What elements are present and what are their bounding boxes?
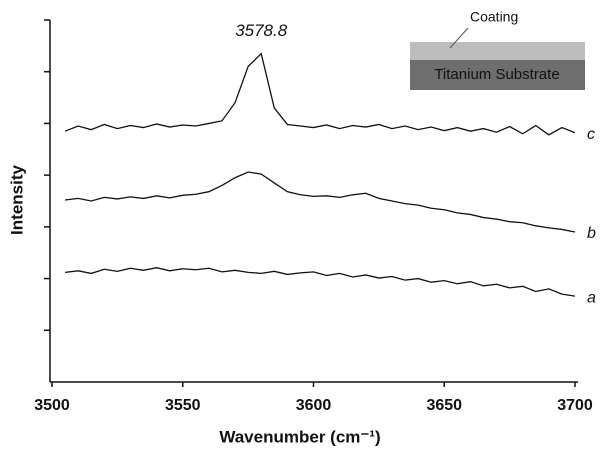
x-tick-label: 3650 (426, 397, 462, 414)
series-label: a (587, 289, 596, 306)
series-label: c (587, 126, 595, 143)
y-axis-label: Intensity (7, 165, 26, 235)
leader-line (449, 27, 469, 49)
series-line (64, 52, 576, 136)
series-line (64, 267, 576, 297)
substrate-layer (410, 60, 585, 90)
series-label: b (587, 225, 596, 242)
series-line (64, 171, 576, 233)
x-tick-label: 3700 (557, 397, 593, 414)
x-tick-label: 3500 (34, 397, 70, 414)
x-tick-label: 3550 (165, 397, 201, 414)
x-axis-label: Wavenumber (cm⁻¹) (219, 427, 380, 446)
coating-layer (410, 42, 585, 60)
x-tick-label: 3600 (296, 397, 332, 414)
peak-annotation: 3578.8 (235, 21, 288, 40)
inset: Coating Titanium Substrate (410, 9, 585, 90)
substrate-label: Titanium Substrate (434, 66, 559, 83)
coating-label: Coating (470, 9, 518, 25)
